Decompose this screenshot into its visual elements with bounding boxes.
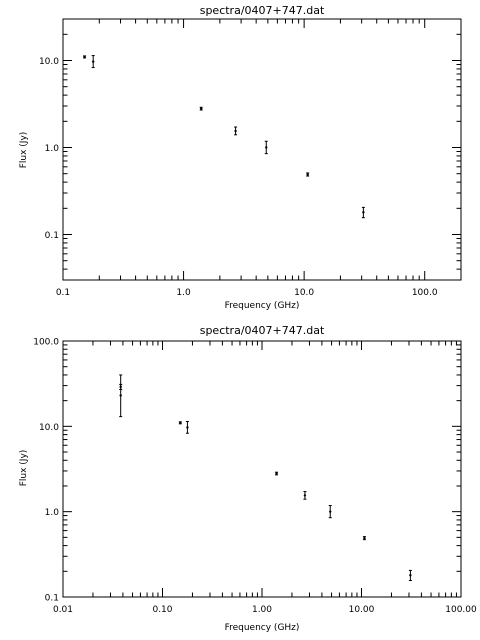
chart-2-point-marker <box>329 510 332 513</box>
chart-1-data-point <box>234 126 238 136</box>
chart-2-y-tick-label: 100.0 <box>33 338 59 348</box>
chart-2-data <box>119 374 412 582</box>
chart-1-point-marker <box>91 60 95 63</box>
chart-1-data-point <box>361 206 365 219</box>
chart-2-point-marker <box>275 472 278 475</box>
chart-1-data-point <box>306 172 310 177</box>
chart-2-x-tick-label: 100.00 <box>445 605 477 615</box>
chart-1-x-tick-label: 1.0 <box>176 288 191 298</box>
chart-2-y-tick-label: 0.1 <box>45 594 59 604</box>
chart-1-data-point <box>264 140 268 155</box>
chart-2-x-tick-label: 0.10 <box>152 605 172 615</box>
chart-2-y-tick-label: 1.0 <box>45 508 60 518</box>
chart-1-point-marker <box>265 146 268 149</box>
chart-2-data-point <box>408 569 412 582</box>
chart-2-data-point <box>328 505 332 519</box>
chart-2-data-point <box>362 536 366 541</box>
chart-1-ylabel: Flux (Jy) <box>19 132 29 169</box>
chart-1-x-tick-label: 100.0 <box>412 288 438 298</box>
chart-1-title: spectra/0407+747.dat <box>200 4 325 17</box>
chart-2-y-tick-label: 10.0 <box>39 423 59 433</box>
chart-1-point-marker <box>199 107 203 110</box>
chart-2-point-marker <box>179 421 182 425</box>
chart-2-point-marker <box>409 574 412 577</box>
chart-1-data-point <box>91 55 95 69</box>
chart-2-point-marker <box>186 426 189 429</box>
chart-2-xlabel: Frequency (GHz) <box>225 623 300 633</box>
chart-2-title: spectra/0407+747.dat <box>200 324 325 337</box>
chart-2-point-marker <box>363 536 366 540</box>
chart-2-point-marker <box>119 394 122 397</box>
chart-2-x-tick-label: 0.01 <box>53 605 73 615</box>
chart-2-data-point <box>178 421 182 425</box>
chart-1-y-tick-label: 1.0 <box>45 144 60 154</box>
chart-2-x-tick-label: 10.00 <box>349 605 375 615</box>
chart-1-x-tick-label: 10.0 <box>294 288 314 298</box>
chart-2-data-point <box>119 374 123 418</box>
chart-1-data <box>83 55 365 219</box>
chart-2-x-tick-label: 1.00 <box>252 605 272 615</box>
chart-2-data-point <box>275 471 279 476</box>
chart-2: spectra/0407+747.dat Frequency (GHz) Flu… <box>19 324 477 633</box>
chart-1-y-tick-label: 0.1 <box>45 231 59 241</box>
chart-2-point-marker <box>303 494 307 497</box>
chart-2-data-point <box>119 383 123 391</box>
chart-2-data-point <box>185 420 189 434</box>
chart-1: spectra/0407+747.dat Frequency (GHz) Flu… <box>19 4 462 311</box>
chart-2-data-point <box>303 491 307 500</box>
chart-1-point-marker <box>83 55 86 59</box>
chart-1-frame <box>62 18 462 281</box>
chart-1-data-point <box>83 55 87 59</box>
chart-1-point-marker <box>362 211 365 214</box>
chart-1-xlabel: Frequency (GHz) <box>225 301 300 311</box>
chart-1-x-tick-label: 0.1 <box>56 288 70 298</box>
chart-1-y-tick-label: 10.0 <box>39 57 59 67</box>
chart-2-ylabel: Flux (Jy) <box>19 450 29 487</box>
chart-1-axes: 0.1 1.0 10.0 100.0 0.1 1.0 10.0 <box>39 18 462 298</box>
chart-2-frame <box>62 340 462 598</box>
chart-1-point-marker <box>234 129 237 133</box>
chart-1-data-point <box>199 106 203 111</box>
chart-2-axes: 0.01 0.10 1.00 10.00 100.00 0.1 1.0 10.0 100.0 <box>33 338 477 616</box>
chart-2-point-marker <box>119 385 122 389</box>
chart-1-point-marker <box>306 173 309 176</box>
